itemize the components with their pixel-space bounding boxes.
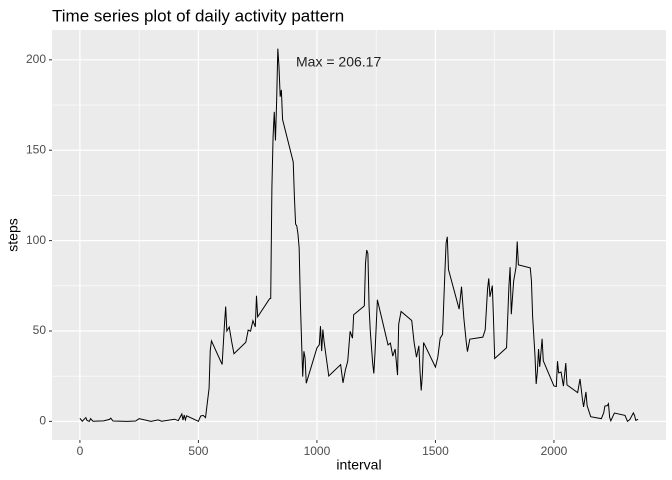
panel	[52, 30, 666, 440]
x-tick-label: 0	[77, 444, 84, 458]
x-tick-label: 1500	[422, 444, 449, 458]
y-axis-title: steps	[5, 218, 21, 251]
x-tick-label: 500	[188, 444, 208, 458]
y-tick-label: 0	[39, 414, 46, 428]
series-line	[79, 48, 639, 423]
x-axis-title: interval	[336, 457, 381, 473]
y-tick-label: 200	[26, 52, 46, 66]
y-tick-label: 50	[33, 323, 47, 337]
annotation: Max = 206.17	[296, 54, 381, 70]
x-tick-label: 1000	[304, 444, 331, 458]
chart-title: Time series plot of daily activity patte…	[52, 6, 344, 25]
y-tick-label: 150	[26, 142, 46, 156]
y-tick-label: 100	[26, 233, 46, 247]
x-tick-label: 2000	[541, 444, 568, 458]
